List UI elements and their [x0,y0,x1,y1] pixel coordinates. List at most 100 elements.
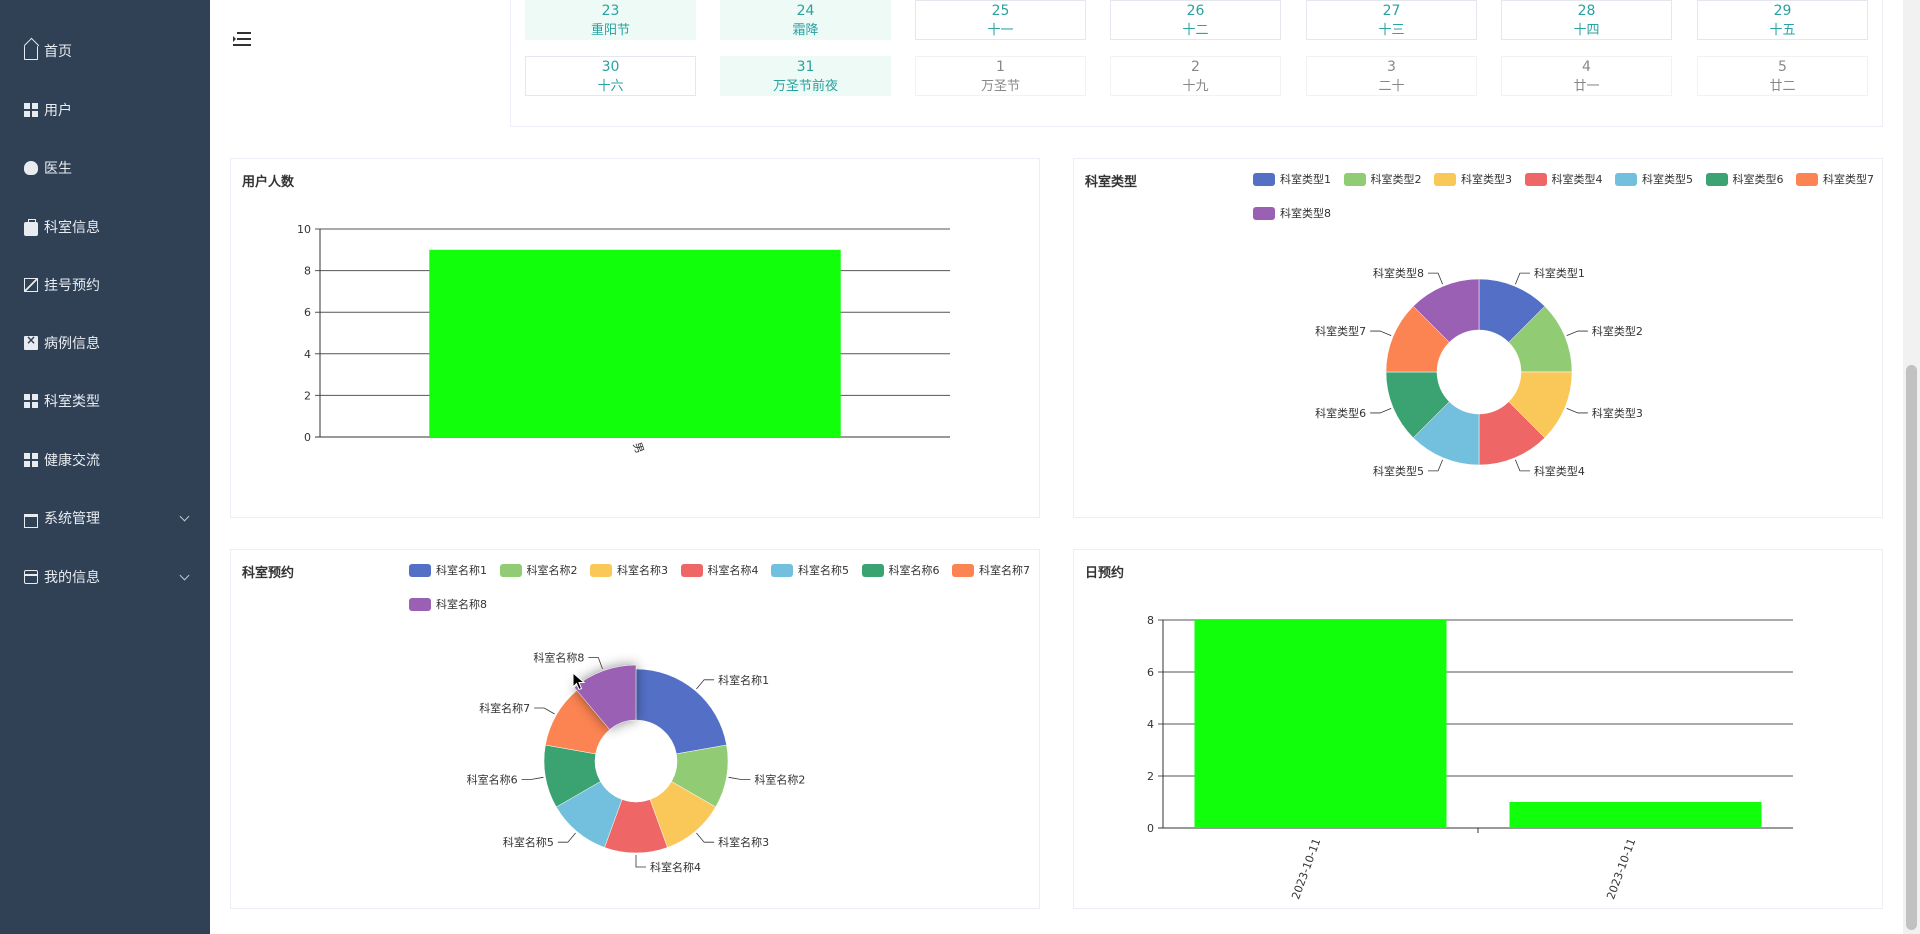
sidebar-item-6[interactable]: 病例信息 [0,314,210,372]
home-icon [24,46,38,60]
slice-label: 科室类型3 [1592,406,1643,420]
daily-appt-chart-card: 日预约 0 2 4 6 8 2023-10-11 2023-10-11 [1073,549,1883,909]
sidebar-item-label: 病例信息 [44,336,100,352]
briefcase-icon [24,219,38,236]
dept-appt-pie-chart: 科室名称1 科室名称2 科室名称3 科室名称4 科室名称5 科室名称6 科室名称7 科室名称8 [467,651,806,874]
pie-slice [1412,278,1480,343]
legend-swatch [1524,172,1547,186]
legend-item[interactable]: 科室类型4 [1524,171,1603,187]
daily-appt-bar-chart: 0 2 4 6 8 2023-10-11 2023-10-11 [1147,614,1793,902]
sidebar-item-2[interactable]: 用户 [0,81,210,139]
x-tick-label: 男 [630,440,646,455]
sidebar-item-9[interactable]: 系统管理 [0,489,210,547]
sidebar-item-3[interactable]: 医生 [0,139,210,197]
x-tick-label: 2023-10-11 [1604,837,1638,902]
legend-item[interactable]: 科室名称8 [409,596,487,612]
legend-label: 科室名称5 [798,564,849,577]
calendar-lunar-label: 十六 [597,79,624,94]
legend-label: 科室名称8 [436,598,487,611]
calendar-day-number: 1 [996,59,1005,75]
calendar-day-number: 23 [601,3,620,19]
calendar-lunar-label: 万圣节 [980,79,1020,94]
calendar-day-cell[interactable]: 4 廿一 [1501,56,1672,96]
y-tick-label: 0 [1147,822,1154,835]
calendar-lunar-label: 十四 [1573,23,1600,38]
sidebar: 首页用户医生科室信息挂号预约病例信息科室类型健康交流系统管理我的信息 [0,0,210,934]
legend-swatch [861,563,884,577]
slice-label: 科室名称1 [718,673,769,687]
calendar-day-cell[interactable]: 28 十四 [1501,0,1672,40]
legend-swatch [771,563,793,577]
legend-item[interactable]: 科室名称2 [499,562,578,578]
legend-item[interactable]: 科室类型5 [1615,171,1693,187]
leader-line [1514,459,1530,472]
dept-type-chart-card: 科室类型 科室类型1 科室类型2 科室类型3 科室类型4 科室类型5 科室类型6 科室类型7… [1073,158,1883,518]
sidebar-item-10[interactable]: 我的信息 [0,548,210,606]
calendar-day-cell[interactable]: 3 二十 [1306,56,1477,96]
legend-label: 科室类型4 [1551,173,1603,186]
legend-item[interactable]: 科室类型2 [1343,171,1422,187]
calendar-day-cell[interactable]: 26 十二 [1110,0,1281,40]
calendar-day-cell[interactable]: 24 霜降 [720,0,891,40]
calendar-day-number: 3 [1387,59,1396,75]
chevron-down-icon [179,570,190,581]
calendar-day-cell[interactable]: 5 廿二 [1697,56,1868,96]
calendar-day-cell[interactable]: 23 重阳节 [525,0,696,40]
calendar-day-number: 5 [1778,59,1787,75]
dept-type-pie-chart: 科室类型1 科室类型2 科室类型3 科室类型4 科室类型5 科室类型6 科室类型7 科室类型8 [1315,266,1643,478]
calendar-day-cell[interactable]: 29 十五 [1697,0,1868,40]
leader-line [1566,407,1588,414]
sidebar-item-4[interactable]: 科室信息 [0,198,210,256]
legend-item[interactable]: 科室名称7 [952,562,1030,578]
chart-title: 科室预约 [242,566,295,581]
calendar-day-cell[interactable]: 30 十六 [525,56,696,96]
x-tick-label: 2023-10-11 [1289,837,1323,902]
legend-item[interactable]: 科室类型8 [1253,205,1331,221]
legend-item[interactable]: 科室类型6 [1705,171,1784,187]
calendar-day-number: 26 [1186,3,1205,19]
y-tick-label: 6 [304,306,311,319]
legend-swatch [1253,172,1275,186]
legend-swatch [499,563,522,577]
slice-label: 科室名称7 [479,701,530,715]
sidebar-item-8[interactable]: 健康交流 [0,431,210,489]
legend-item[interactable]: 科室名称3 [590,562,668,578]
legend-label: 科室名称2 [526,564,578,577]
calendar-day-number: 30 [601,59,620,75]
legend-item[interactable]: 科室类型1 [1253,171,1331,187]
sidebar-item-label: 用户 [44,103,72,119]
legend-item[interactable]: 科室类型7 [1796,171,1874,187]
sidebar-item-5[interactable]: 挂号预约 [0,256,210,314]
legend-item[interactable]: 科室类型3 [1434,171,1512,187]
slice-label: 科室类型6 [1315,406,1366,420]
bar [1194,620,1447,828]
pie-slice [635,668,727,755]
legend-label: 科室类型6 [1732,173,1784,186]
legend-label: 科室名称7 [979,564,1030,577]
calendar-day-cell[interactable]: 25 十一 [915,0,1086,40]
calendar-day-cell[interactable]: 2 十九 [1110,56,1281,96]
legend-item[interactable]: 科室名称1 [409,562,487,578]
leader-line [696,832,715,843]
scrollbar-thumb[interactable] [1906,365,1917,930]
chevron-down-icon [179,511,190,522]
calendar-day-number: 25 [991,3,1010,19]
legend-swatch [1796,172,1818,186]
sidebar-item-7[interactable]: 科室类型 [0,372,210,430]
menu-toggle-icon[interactable] [233,31,251,47]
calendar-day-cell[interactable]: 1 万圣节 [915,56,1086,96]
sidebar-item-1[interactable]: 首页 [0,22,210,80]
calendar-day-number: 4 [1582,59,1591,75]
legend-item[interactable]: 科室名称5 [771,562,849,578]
legend-label: 科室名称4 [707,564,759,577]
chart-title: 用户人数 [242,175,295,190]
leader-line [557,832,576,843]
y-tick-label: 8 [304,265,311,278]
calendar-lunar-label: 十一 [987,23,1014,38]
calendar-day-cell[interactable]: 31 万圣节前夜 [720,56,891,96]
calendar-lunar-label: 霜降 [792,23,819,38]
legend-item[interactable]: 科室名称4 [680,562,759,578]
calendar-day-cell[interactable]: 27 十三 [1306,0,1477,40]
slice-label: 科室类型2 [1592,324,1643,338]
legend-item[interactable]: 科室名称6 [861,562,940,578]
